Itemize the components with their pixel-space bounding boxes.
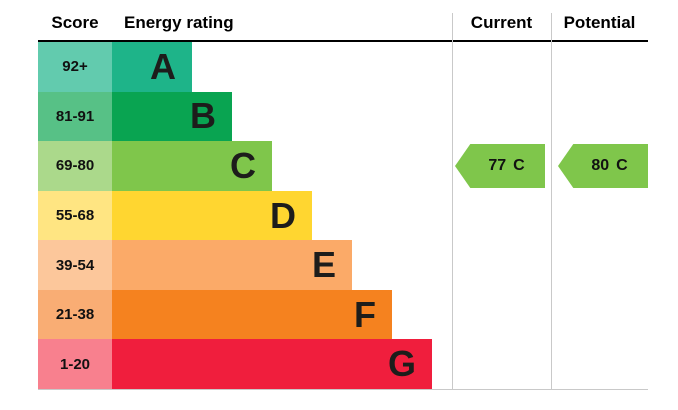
rating-bar: D xyxy=(112,190,312,241)
band-letter: C xyxy=(230,144,256,186)
score-range: 1-20 xyxy=(38,339,112,390)
band-letter: F xyxy=(354,293,376,335)
score-range: 55-68 xyxy=(38,190,112,241)
band-letter: B xyxy=(190,95,216,137)
potential-column-divider xyxy=(551,13,552,390)
rating-bar: B xyxy=(112,91,232,142)
epc-band-row: 39-54 E xyxy=(38,240,452,290)
epc-band-row: 21-38 F xyxy=(38,289,452,340)
energy-rating-header: Energy rating xyxy=(124,13,234,32)
score-range: 21-38 xyxy=(38,289,112,340)
score-range: 81-91 xyxy=(38,91,112,142)
header-underline xyxy=(38,40,648,42)
score-range: 92+ xyxy=(38,42,112,92)
current-column-divider xyxy=(452,13,453,390)
epc-band-row: 81-91 B xyxy=(38,91,452,142)
potential-rating-letter: C xyxy=(616,157,628,174)
rating-bar: G xyxy=(112,339,432,390)
band-letter: E xyxy=(311,244,336,286)
epc-band-row: 69-80 C xyxy=(38,141,452,191)
current-rating-value: 77 xyxy=(488,157,507,174)
current-rating-letter: C xyxy=(513,157,525,174)
rating-bar: F xyxy=(112,289,392,340)
epc-band-row: 1-20 G xyxy=(38,339,452,390)
band-letter: G xyxy=(387,343,416,385)
score-column-header: Score xyxy=(51,13,99,32)
rating-bar: A xyxy=(112,42,192,92)
chart-bottom-border xyxy=(38,389,648,390)
epc-band-row: 55-68 D xyxy=(38,190,452,241)
potential-rating-value: 80 xyxy=(591,157,610,174)
potential-rating-arrow: 80 C xyxy=(558,144,648,188)
band-letter: A xyxy=(150,45,176,87)
score-range: 69-80 xyxy=(38,141,112,191)
band-letter: D xyxy=(270,194,296,236)
epc-band-row: 92+ A xyxy=(38,42,452,92)
score-range: 39-54 xyxy=(38,240,112,290)
potential-column-header: Potential xyxy=(563,13,636,32)
rating-bar: C xyxy=(112,141,272,191)
rating-bar: E xyxy=(112,240,352,290)
current-rating-arrow: 77 C xyxy=(455,144,545,188)
current-column-header: Current xyxy=(470,13,533,32)
rating-bands: 92+ A 81-91 B 69-80 C 55-68 D 39-54 E 21-38 F 1-20 G xyxy=(38,42,452,390)
